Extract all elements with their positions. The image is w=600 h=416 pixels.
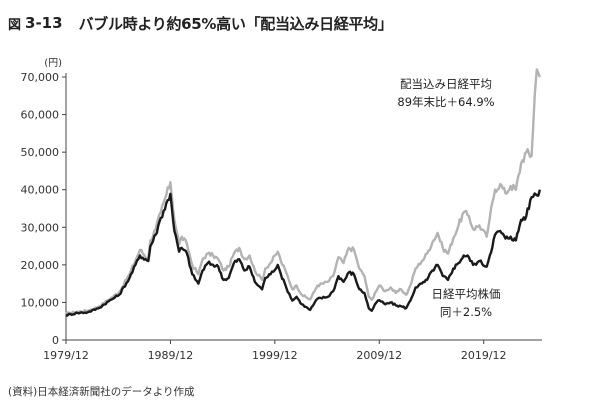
line-chart: (円) 0 10,000 20,000 30,000 40,000 50,000 60,000… xyxy=(21,58,542,362)
y-tick-label: 40,000 xyxy=(21,184,60,197)
chart-axes: (円) 0 10,000 20,000 30,000 40,000 50,000 60,000… xyxy=(21,58,542,362)
y-tick-label: 0 xyxy=(52,334,59,347)
chart-title: バブル時より約65%高い「配当込み日経平均」 xyxy=(78,14,393,33)
series-layer xyxy=(65,68,542,317)
figure-label: 図 xyxy=(8,17,22,33)
y-tick-label: 50,000 xyxy=(21,146,60,159)
x-tick-label: 2019/12 xyxy=(461,349,507,362)
figure-header: 図 3-13 バブル時より約65%高い「配当込み日経平均」 xyxy=(8,6,592,40)
x-tick-label: 1979/12 xyxy=(43,349,89,362)
y-axis-unit-label: (円) xyxy=(44,58,62,69)
y-tick-label: 30,000 xyxy=(21,221,60,234)
annotation-nikkei-change: 同＋2.5% xyxy=(440,305,492,319)
annotation-dividend-change: 89年末比＋64.9% xyxy=(397,95,494,109)
annotation-nikkei-title: 日経平均株価 xyxy=(432,287,501,301)
x-tick-label: 1989/12 xyxy=(148,349,194,362)
figure-number: 3-13 xyxy=(25,14,63,32)
x-tick-label: 2009/12 xyxy=(356,349,402,362)
y-tick-label: 20,000 xyxy=(21,259,60,272)
y-tick-label: 10,000 xyxy=(21,296,60,309)
source-note: (資料)日本経済新聞社のデータより作成 xyxy=(8,386,195,398)
annotation-dividend-title: 配当込み日経平均 xyxy=(400,77,492,91)
series-line-nikkei xyxy=(65,189,542,317)
y-tick-label: 70,000 xyxy=(21,71,60,84)
y-tick-label: 60,000 xyxy=(21,109,60,122)
x-tick-label: 1999/12 xyxy=(252,349,298,362)
